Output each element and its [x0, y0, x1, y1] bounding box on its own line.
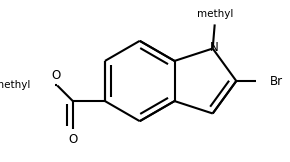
- Text: Br: Br: [269, 75, 282, 87]
- Text: O: O: [51, 69, 60, 82]
- Text: O: O: [68, 133, 77, 146]
- Text: N: N: [210, 41, 219, 54]
- Text: methyl: methyl: [0, 81, 30, 90]
- Text: methyl: methyl: [197, 9, 233, 19]
